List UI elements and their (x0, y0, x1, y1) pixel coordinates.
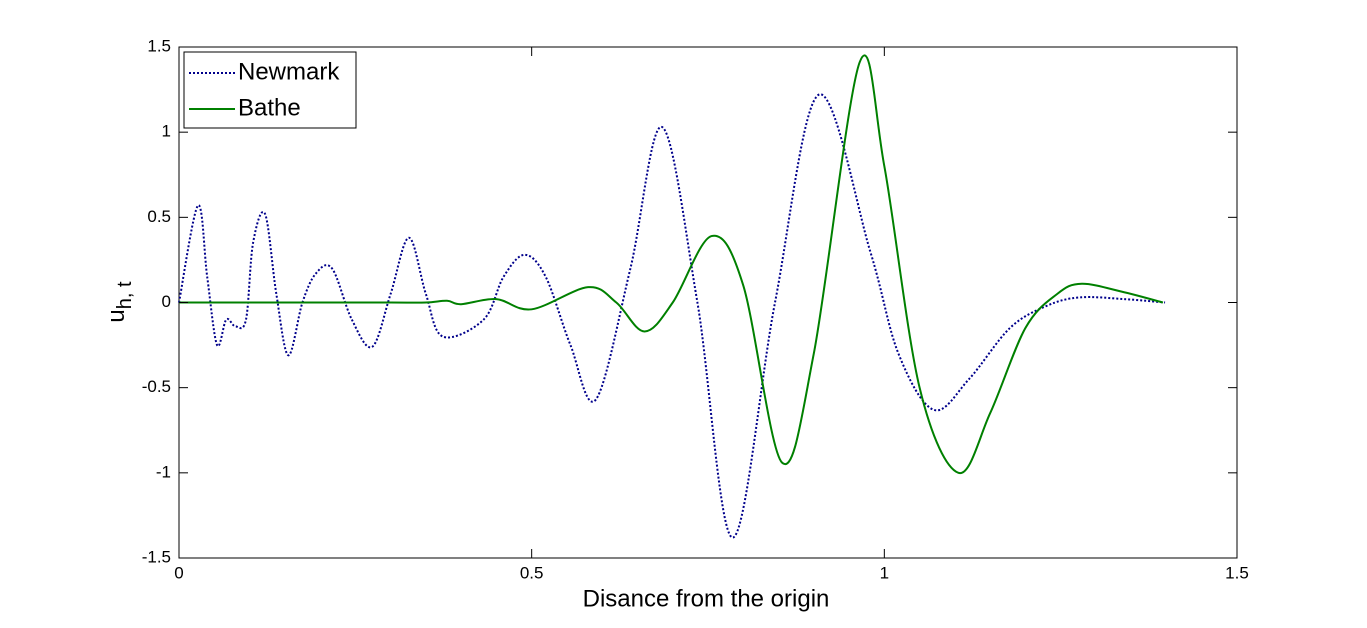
y-tick-label: 1 (162, 122, 171, 141)
y-label-sub: h, t (114, 281, 136, 309)
y-tick-label: 0.5 (147, 207, 171, 226)
legend-label: Bathe (238, 94, 301, 121)
legend-label: Newmark (238, 58, 340, 85)
y-axis-label: uh, t (103, 281, 136, 323)
marks (178, 54, 1166, 539)
y-tick-label: -1 (156, 462, 171, 481)
series-line (178, 93, 1166, 539)
series-line (179, 54, 1164, 474)
y-tick-label: 1.5 (147, 36, 171, 55)
y-tick-label: 0 (162, 292, 171, 311)
y-tick-label: -1.5 (142, 547, 171, 566)
legend (183, 51, 357, 129)
y-tick-label: -0.5 (142, 377, 171, 396)
x-tick-label: 0 (174, 563, 183, 582)
x-tick-label: 1.5 (1225, 563, 1249, 582)
y-label-main: u (103, 309, 130, 322)
x-tick-label: 0.5 (520, 563, 544, 582)
x-tick-label: 1 (880, 563, 889, 582)
x-axis-label: Disance from the origin (583, 585, 830, 612)
